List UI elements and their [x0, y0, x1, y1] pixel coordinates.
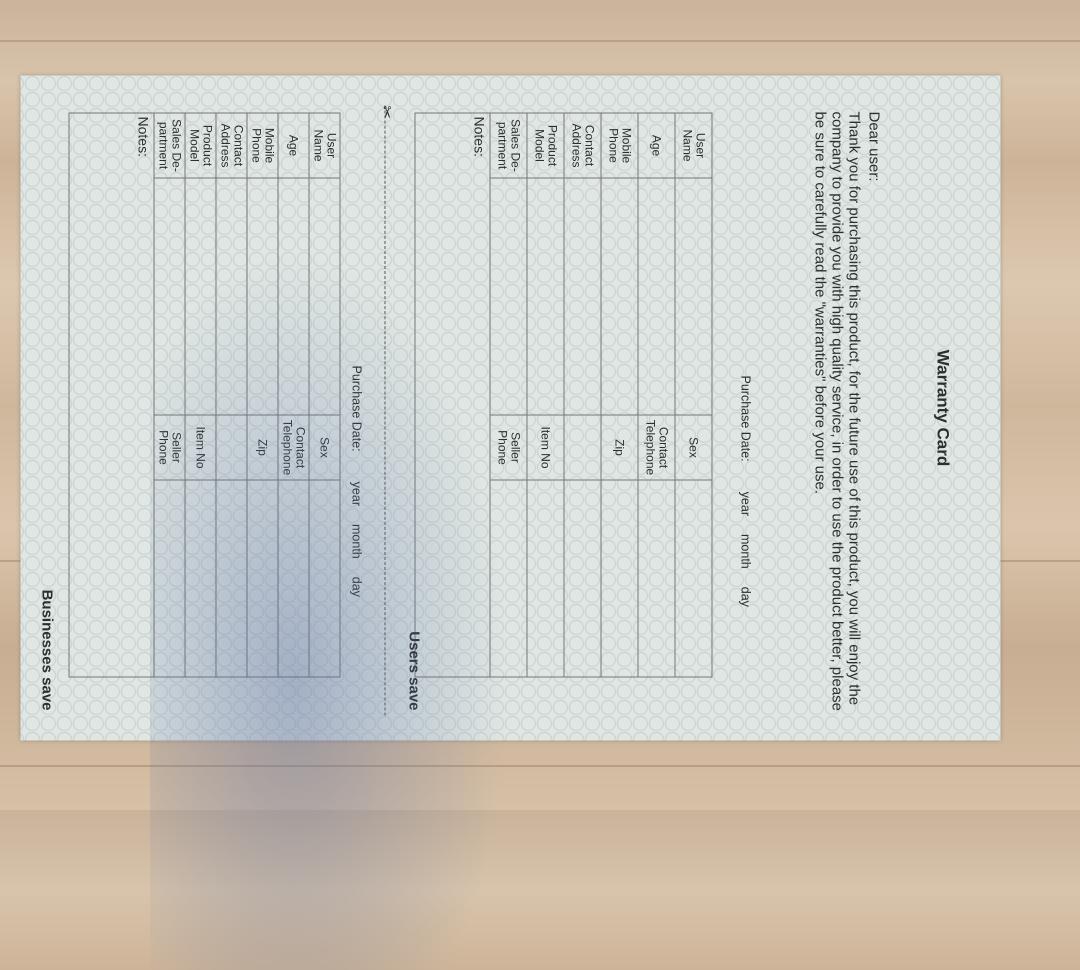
field-label: Mobile Phone — [601, 113, 638, 178]
form-row: User Name Sex — [309, 113, 340, 677]
field-input[interactable] — [247, 178, 278, 415]
form-row: Age Contact Telephone — [278, 113, 309, 677]
year-label: year — [349, 481, 364, 506]
field-input[interactable] — [154, 178, 185, 415]
form-row: User Name Sex — [675, 113, 712, 677]
warranty-card: Warranty Card Dear user: Thank you for p… — [20, 75, 1001, 741]
notes-row: Notes: — [69, 113, 154, 677]
field-input[interactable] — [675, 178, 712, 415]
field-input[interactable] — [278, 178, 309, 415]
notes-field[interactable]: Notes: — [69, 113, 154, 677]
field-input[interactable] — [675, 480, 712, 677]
wood-grain — [0, 40, 1080, 42]
field-label: Product Model — [527, 113, 564, 178]
field-input[interactable] — [638, 178, 675, 415]
field-label — [564, 415, 601, 480]
field-input[interactable] — [564, 480, 601, 677]
field-label: Zip — [247, 415, 278, 480]
form-row: Mobile Phone Zip — [601, 113, 638, 677]
field-label: Contact Telephone — [638, 415, 675, 480]
field-label: User Name — [309, 113, 340, 178]
purchase-date-label: Purchase Date: — [738, 375, 753, 462]
field-label: Sex — [675, 415, 712, 480]
cut-line — [384, 105, 386, 716]
month-label: month — [349, 524, 364, 559]
field-label: Sales De-partment — [490, 113, 527, 178]
field-label: Item No — [185, 415, 216, 480]
form-row: Sales De-partment Seller Phone — [154, 113, 185, 677]
field-label: Sex — [309, 415, 340, 480]
form-row: Product Model Item No — [185, 113, 216, 677]
field-input[interactable] — [185, 178, 216, 415]
businesses-save-label: Businesses save — [38, 589, 56, 711]
notes-label: Notes: — [471, 116, 488, 157]
greeting: Dear user: — [865, 111, 883, 182]
field-label: Contact Telephone — [278, 415, 309, 480]
day-label: day — [738, 586, 753, 607]
warranty-form-user: User Name Sex Age Contact Telephone Mobi… — [69, 113, 341, 678]
field-input[interactable] — [601, 178, 638, 415]
field-input[interactable] — [564, 178, 601, 415]
field-label: Age — [638, 113, 675, 178]
form-row: Product Model Item No — [527, 113, 564, 677]
field-label: Seller Phone — [154, 415, 185, 480]
field-input[interactable] — [527, 480, 564, 677]
field-input[interactable] — [185, 480, 216, 677]
message: Thank you for purchasing this product, f… — [811, 111, 863, 712]
field-input[interactable] — [247, 480, 278, 677]
notes-row: Notes: — [415, 113, 490, 677]
field-input[interactable] — [309, 178, 340, 415]
field-input[interactable] — [278, 480, 309, 677]
field-label: Item No — [527, 415, 564, 480]
field-input[interactable] — [490, 178, 527, 415]
notes-label: Notes: — [135, 116, 152, 157]
form-row: Sales De-partment Seller Phone — [490, 113, 527, 677]
field-input[interactable] — [638, 480, 675, 677]
warranty-form-business: User Name Sex Age Contact Telephone Mobi… — [415, 113, 713, 678]
users-save-label: Users save — [405, 631, 423, 711]
field-input[interactable] — [490, 480, 527, 677]
field-input[interactable] — [309, 480, 340, 677]
field-label — [216, 415, 247, 480]
field-label: Contact Address — [564, 113, 601, 178]
field-input[interactable] — [601, 480, 638, 677]
field-input[interactable] — [527, 178, 564, 415]
month-label: month — [738, 534, 753, 569]
field-label: Zip — [601, 415, 638, 480]
card-title: Warranty Card — [933, 349, 953, 467]
field-input[interactable] — [216, 178, 247, 415]
form-row: Contact Address — [216, 113, 247, 677]
field-input[interactable] — [216, 480, 247, 677]
scissors-icon: ✂ — [377, 105, 395, 119]
field-label: Seller Phone — [490, 415, 527, 480]
notes-field[interactable]: Notes: — [415, 113, 490, 677]
purchase-date-user: Purchase Date: year month day — [350, 366, 364, 597]
field-label: Product Model — [185, 113, 216, 178]
field-label: User Name — [675, 113, 712, 178]
form-row: Mobile Phone Zip — [247, 113, 278, 677]
day-label: day — [349, 576, 364, 597]
field-label: Age — [278, 113, 309, 178]
field-label: Sales De-partment — [154, 113, 185, 178]
year-label: year — [738, 491, 753, 516]
form-row: Contact Address — [564, 113, 601, 677]
purchase-date-label: Purchase Date: — [349, 365, 364, 452]
wood-grain — [0, 765, 1080, 767]
purchase-date: Purchase Date: year month day — [739, 376, 753, 607]
field-label: Contact Address — [216, 113, 247, 178]
field-label: Mobile Phone — [247, 113, 278, 178]
form-row: Age Contact Telephone — [638, 113, 675, 677]
field-input[interactable] — [154, 480, 185, 677]
